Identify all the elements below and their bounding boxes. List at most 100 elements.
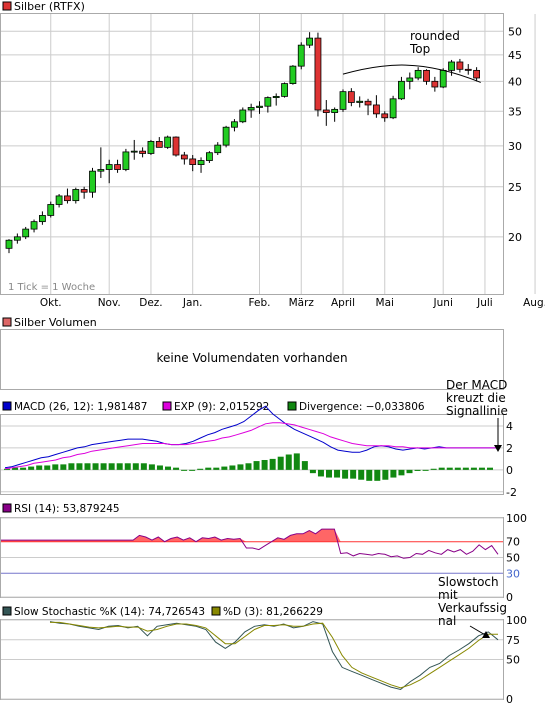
candle-body-up — [272, 96, 280, 99]
price-x-tick-label: Dez. — [139, 297, 162, 309]
divergence-bar — [124, 463, 131, 470]
candle-body-down — [80, 189, 88, 193]
divergence-bar — [68, 463, 75, 470]
candle-body-up — [13, 236, 21, 241]
price-x-tick-labels: Okt. Nov. Dez. Jan. Feb. März April Mai Juni Juli… — [40, 297, 545, 309]
stoch-y-tick-label: 0 — [506, 693, 513, 706]
candle — [164, 135, 172, 149]
price-x-tick-label: Jan. — [182, 297, 203, 309]
candle — [322, 100, 330, 126]
divergence-bar — [334, 469, 341, 478]
candle — [105, 159, 113, 184]
candle — [197, 157, 205, 173]
candle — [147, 139, 155, 156]
divergence-bar — [253, 461, 260, 470]
candle-body-up — [306, 37, 314, 46]
candle-body-up — [164, 136, 172, 148]
macd-panel-frame — [0, 414, 504, 495]
candle-body-up — [197, 160, 205, 165]
rsi-y-tick-label: 70 — [506, 536, 520, 549]
divergence-bar — [382, 469, 389, 480]
candle — [55, 194, 63, 208]
candle-body-up — [356, 100, 364, 103]
candle — [339, 89, 347, 112]
divergence-bar — [100, 463, 107, 470]
price-y-tick-label: 40 — [508, 75, 522, 88]
stoch-annotation-line4: nal — [438, 614, 456, 628]
macd-legend-swatch-divergence — [287, 401, 297, 411]
candle-body-down — [431, 80, 439, 88]
divergence-bar — [454, 467, 461, 470]
candle — [72, 187, 80, 204]
macd-legend-label: MACD (26, 12): 1,981487 — [14, 401, 147, 413]
divergence-bar — [422, 469, 429, 471]
candle-body-down — [372, 104, 380, 115]
price-x-tick-label: April — [331, 297, 355, 309]
candle-body-up — [105, 164, 113, 170]
candle-body-up — [89, 170, 96, 193]
stoch-annotation-arrowhead — [482, 631, 490, 638]
candle-body-down — [322, 109, 330, 113]
price-y-tick-label: 20 — [508, 231, 522, 244]
divergence-bar — [28, 466, 35, 470]
stoch-annotation-line1: Slowstoch — [438, 575, 499, 589]
divergence-bar — [326, 469, 332, 478]
price-x-tick-label: Juli — [476, 297, 493, 309]
divergence-bar — [478, 467, 485, 470]
price-y-tick-labels: 20 25 30 35 40 45 50 — [508, 25, 522, 244]
price-legend-swatch — [2, 1, 12, 11]
divergence-bar — [229, 465, 236, 470]
divergence-bar — [44, 465, 51, 470]
exp-legend-label: EXP (9): 2,015292 — [174, 401, 269, 413]
candle — [256, 101, 263, 114]
candle-body-up — [339, 91, 347, 110]
divergence-bar — [92, 463, 99, 470]
candle-body-up — [331, 108, 339, 113]
rsi-line — [1, 528, 499, 559]
macd-annotation-arrowhead — [494, 445, 502, 452]
candle-body-up — [147, 141, 155, 154]
rsi-y-tick-label: 0 — [506, 591, 513, 604]
candle — [297, 42, 305, 70]
price-x-tick-label: Juni — [433, 297, 453, 309]
rsi-legend-swatch — [2, 503, 12, 513]
candle — [281, 82, 288, 98]
candle-body-down — [347, 91, 355, 103]
divergence-bar — [462, 467, 469, 470]
divergence-bar — [245, 463, 252, 470]
rounded-top-label-line1: rounded — [410, 29, 460, 43]
macd-legend-swatch-exp — [162, 401, 172, 411]
divergence-bar — [213, 467, 220, 470]
candle-body-up — [39, 215, 46, 223]
tick-note: 1 Tick = 1 Woche — [8, 282, 95, 293]
price-legend-label: Silber (RTFX) — [14, 0, 85, 13]
divergence-bar — [342, 469, 349, 479]
stoch-annotation-line3: Verkaufssig — [438, 601, 507, 615]
candle — [130, 139, 138, 160]
candle — [398, 76, 405, 101]
candle — [414, 67, 422, 81]
candle — [389, 95, 397, 120]
candle — [172, 136, 180, 157]
divergence-bar — [390, 469, 397, 478]
divergence-bar — [12, 467, 19, 470]
candle-body-up — [247, 107, 255, 111]
rsi-y-tick-labels: 0 30 50 70 100 — [506, 512, 527, 604]
candle — [372, 95, 380, 118]
candle-body-up — [5, 239, 13, 249]
candle-body-up — [231, 121, 238, 128]
rsi-panel: RSI (14): 53,879245 0 30 50 70 100 — [0, 503, 527, 604]
volume-no-data-message: keine Volumendaten vorhanden — [156, 351, 347, 365]
candle-body-down — [473, 69, 481, 79]
candle-body-up — [72, 189, 80, 202]
candle — [423, 69, 430, 85]
candle — [89, 167, 96, 198]
candle-body-down — [381, 113, 389, 119]
candle — [155, 137, 163, 148]
macd-divergence-bars — [4, 453, 493, 481]
divergence-bar — [414, 469, 421, 471]
price-x-tick-label: März — [289, 297, 315, 309]
divergence-bar — [205, 467, 212, 470]
candle-body-down — [314, 37, 322, 111]
